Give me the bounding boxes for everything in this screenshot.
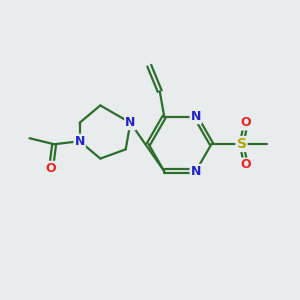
Text: N: N	[74, 135, 85, 148]
Text: O: O	[46, 162, 56, 175]
Text: S: S	[236, 137, 247, 151]
Text: O: O	[241, 116, 251, 130]
Text: N: N	[190, 165, 201, 178]
Text: N: N	[125, 116, 136, 129]
Text: O: O	[241, 158, 251, 172]
Text: N: N	[190, 110, 201, 123]
